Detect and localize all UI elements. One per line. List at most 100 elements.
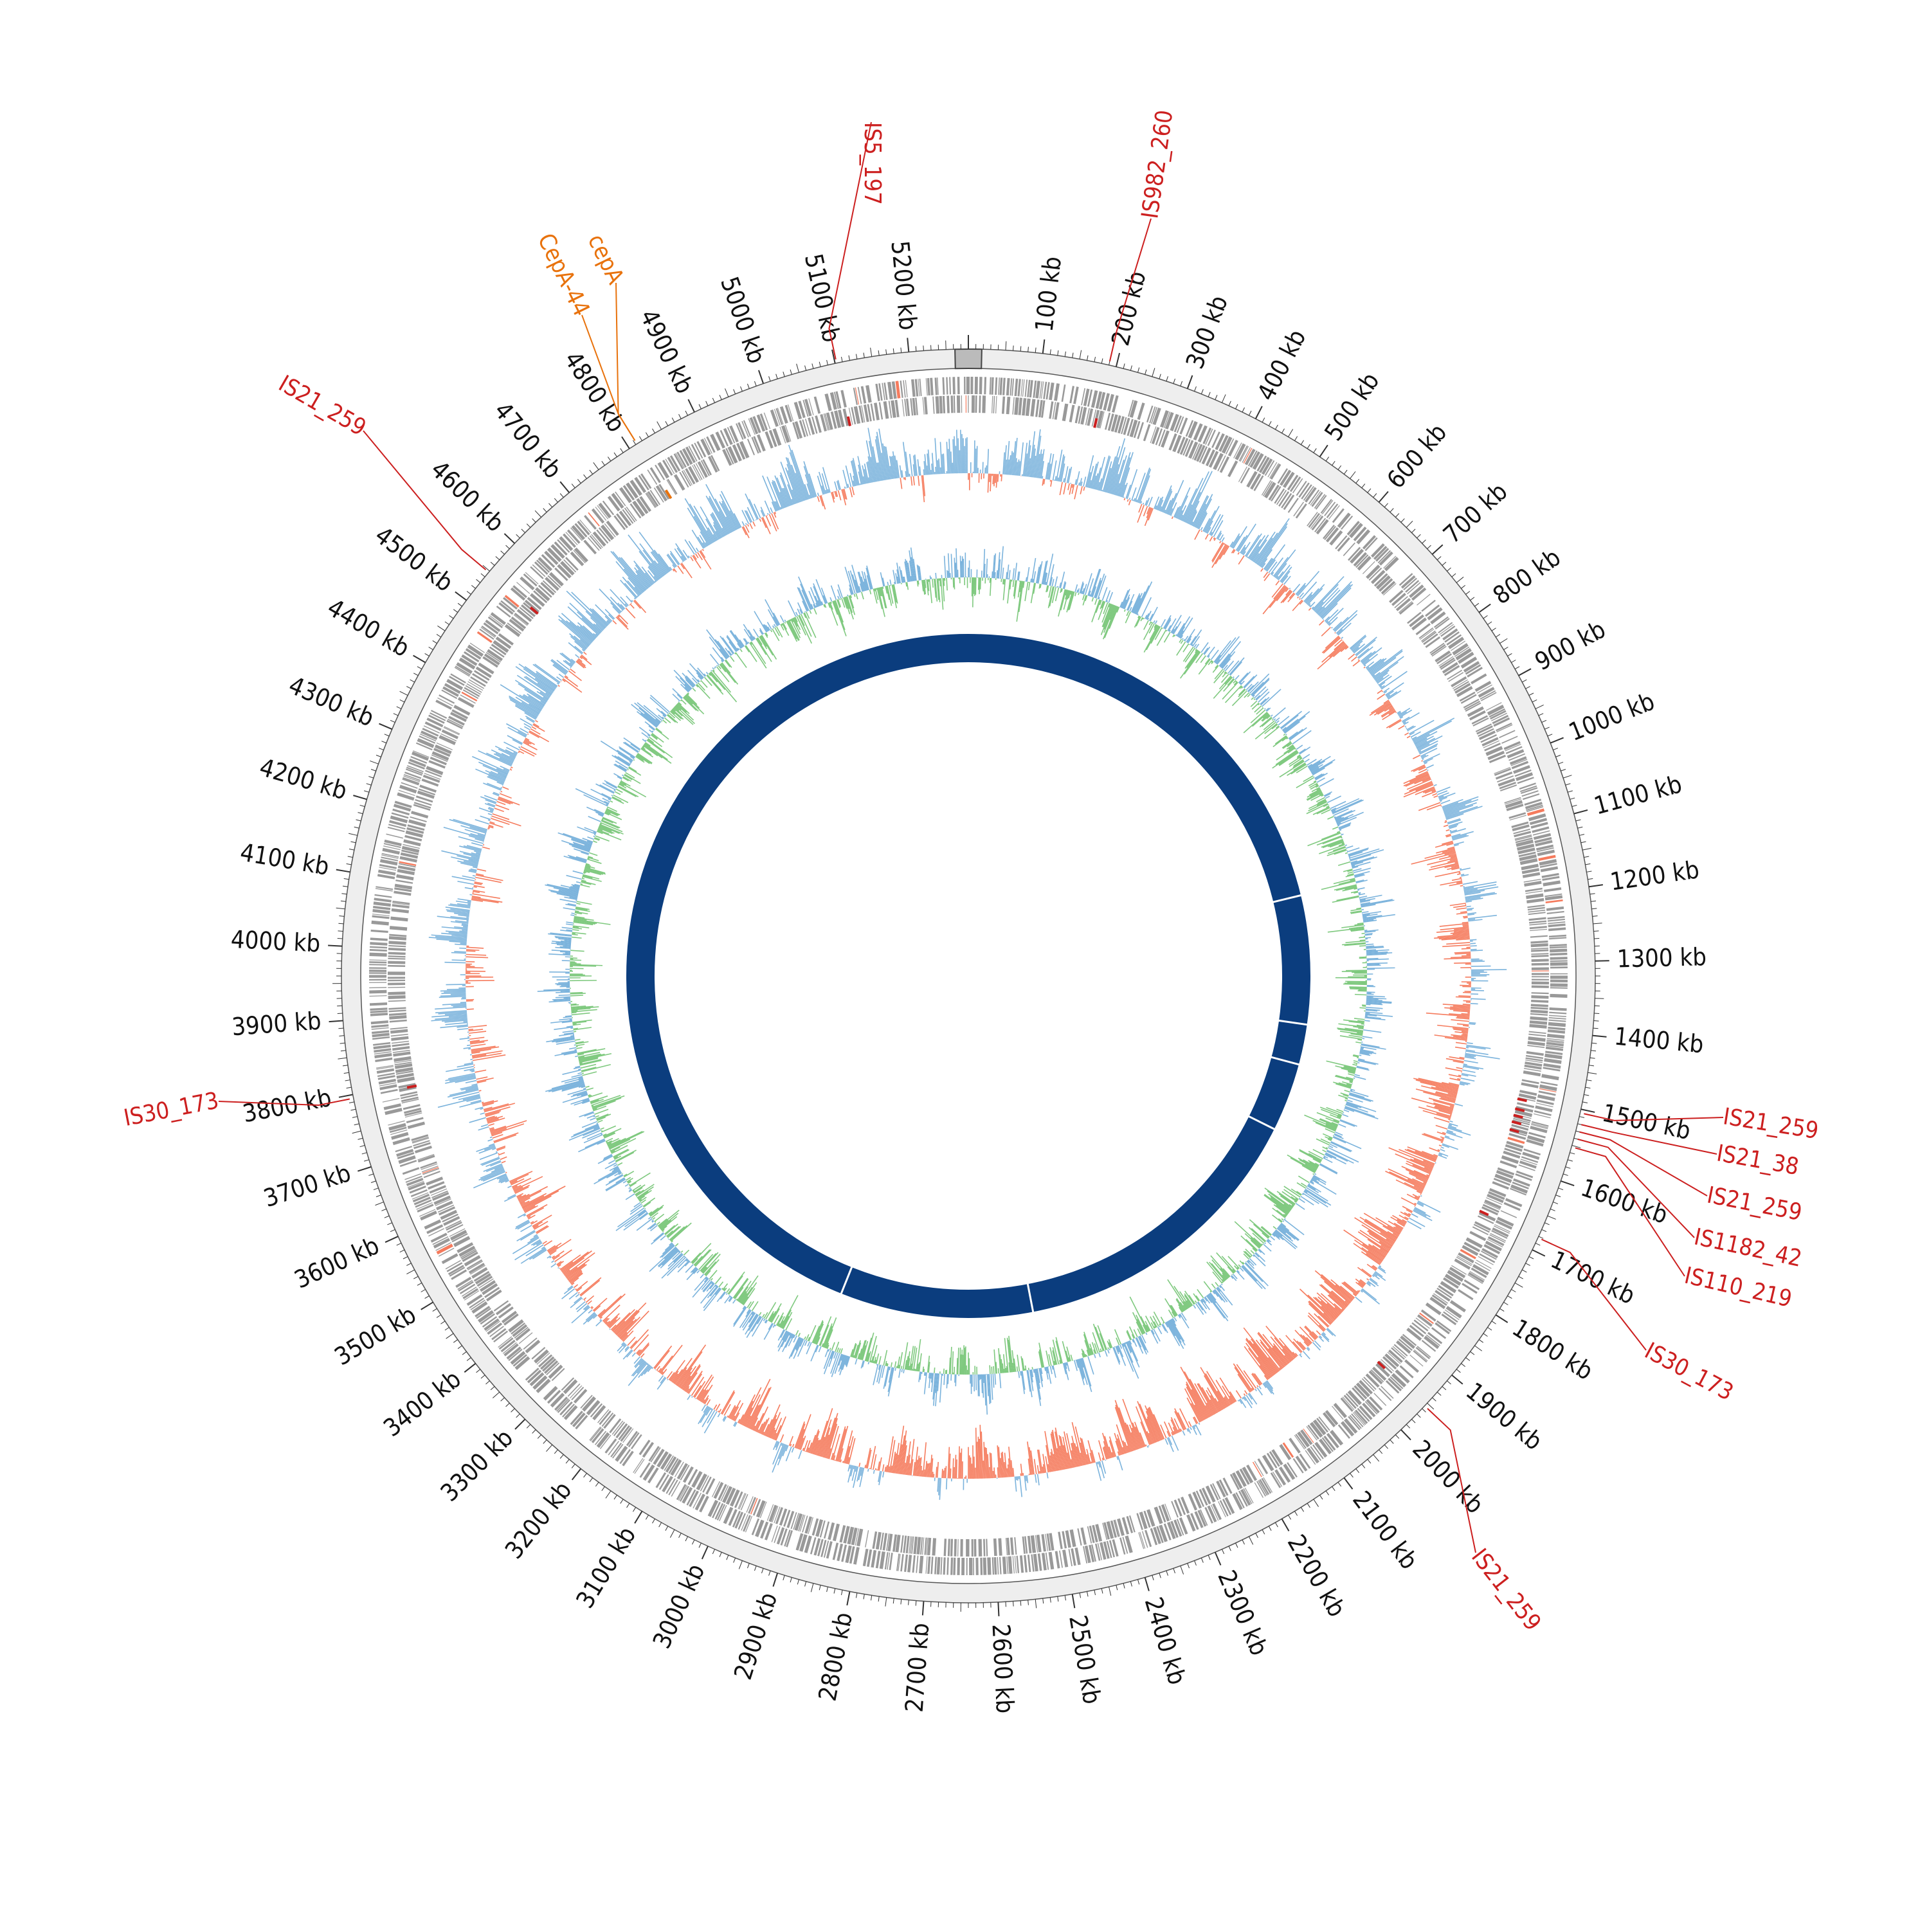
gc-content-bar	[818, 476, 824, 494]
cds-feature	[894, 1535, 896, 1552]
cds-feature	[921, 1537, 922, 1555]
scale-label: 4200 kb	[257, 753, 350, 805]
cds-feature	[1549, 937, 1566, 939]
minor-tick	[1579, 835, 1584, 836]
minor-tick	[1249, 411, 1251, 415]
minor-tick	[734, 389, 736, 393]
major-tick	[1581, 1109, 1595, 1112]
minor-tick	[1373, 493, 1377, 497]
cds-feature	[1523, 1072, 1541, 1075]
cds-feature	[408, 1123, 424, 1128]
gc-content-bar	[1238, 555, 1244, 564]
cds-feature	[1545, 1055, 1562, 1058]
cds-feature	[1050, 402, 1053, 419]
gc-content-bar	[1471, 966, 1491, 967]
cds-feature	[992, 377, 993, 395]
cds-feature	[847, 1546, 850, 1562]
minor-tick	[449, 615, 454, 618]
minor-tick	[1519, 1276, 1523, 1279]
minor-tick	[437, 635, 441, 637]
cds-feature	[1530, 1011, 1548, 1012]
gc-content-bar	[469, 1117, 486, 1123]
minor-tick	[381, 741, 386, 743]
minor-tick	[1350, 471, 1356, 478]
gc-content-bar	[1168, 1438, 1173, 1452]
gc-content-bar	[1469, 1022, 1476, 1023]
minor-tick	[1556, 1195, 1561, 1197]
cds-feature	[383, 849, 399, 853]
gc-content-bar	[1139, 475, 1150, 503]
cds-feature	[1531, 953, 1548, 954]
scale-label: 2000 kb	[1407, 1434, 1489, 1519]
gc-content-bar	[1313, 1342, 1321, 1350]
scale-label: 2800 kb	[813, 1610, 858, 1703]
minor-tick	[511, 1409, 515, 1413]
minor-tick	[841, 357, 842, 362]
cds-feature	[1531, 950, 1548, 951]
gc-content-bar	[1434, 784, 1437, 786]
scale-label: 4700 kb	[489, 397, 568, 483]
cds-feature	[1096, 1544, 1100, 1560]
gc-content-bar	[1362, 1288, 1376, 1300]
gc-content-bar	[489, 823, 503, 827]
major-tick	[1432, 545, 1442, 554]
cds-feature	[1043, 1553, 1045, 1571]
gc-content-bar	[1305, 1326, 1317, 1338]
scale-label: 4100 kb	[238, 838, 331, 881]
major-tick	[635, 1512, 642, 1524]
gc-content-bar	[1201, 527, 1202, 530]
cds-feature	[1548, 925, 1566, 926]
cds-feature	[1544, 1060, 1562, 1062]
gc-content-bar	[799, 1450, 802, 1459]
minor-tick	[878, 350, 879, 356]
gc-content-bar	[543, 1241, 547, 1244]
cds-feature	[834, 1524, 838, 1540]
minor-tick	[1437, 556, 1441, 559]
gc-content-bar	[1020, 442, 1023, 476]
gc-content-bar	[1079, 483, 1080, 486]
cds-feature	[1003, 397, 1004, 414]
minor-tick	[1511, 1290, 1516, 1292]
cds-feature	[1258, 1481, 1267, 1495]
minor-tick	[1437, 1392, 1441, 1395]
scale-label: 5000 kb	[715, 273, 771, 367]
minor-tick	[1050, 1598, 1051, 1603]
cds-feature	[1067, 1531, 1070, 1548]
gc-content-bar	[1470, 943, 1476, 944]
cds-feature	[392, 1047, 410, 1049]
cds-feature	[398, 867, 415, 870]
gc-content-bar	[502, 1161, 505, 1163]
scale-label: 1100 kb	[1591, 770, 1685, 820]
minor-tick	[433, 1308, 437, 1311]
gc-content-bar	[463, 926, 468, 927]
minor-tick	[754, 1566, 756, 1571]
minor-tick	[1539, 1236, 1543, 1238]
gc-content-bar	[1441, 1147, 1444, 1148]
minor-tick	[1332, 461, 1336, 465]
cds-feature	[865, 1530, 869, 1548]
cds-feature	[375, 1054, 392, 1057]
cds-feature	[1004, 378, 1005, 395]
gc-content-bar	[1127, 469, 1137, 499]
cds-feature	[635, 1459, 644, 1474]
cds-feature	[394, 1058, 412, 1060]
cds-feature	[1421, 631, 1435, 641]
cds-feature	[1047, 382, 1049, 399]
minor-tick	[1395, 1435, 1399, 1439]
cds-feature	[842, 390, 846, 407]
minor-tick	[467, 591, 471, 595]
minor-tick	[1109, 1587, 1111, 1596]
gc-content-bar	[552, 1261, 554, 1263]
major-tick	[1589, 885, 1603, 887]
cds-feature	[1532, 986, 1549, 987]
gc-content-bar	[1316, 1331, 1320, 1335]
major-tick	[353, 795, 367, 799]
minor-tick	[501, 551, 505, 554]
gc-content-bar	[475, 820, 489, 824]
minor-tick	[413, 1276, 418, 1279]
gc-content-bar	[1001, 474, 1002, 482]
minor-tick	[1368, 1459, 1371, 1463]
scale-label: 2400 kb	[1139, 1594, 1191, 1688]
minor-tick	[783, 372, 784, 377]
gc-content-bar	[500, 793, 511, 798]
